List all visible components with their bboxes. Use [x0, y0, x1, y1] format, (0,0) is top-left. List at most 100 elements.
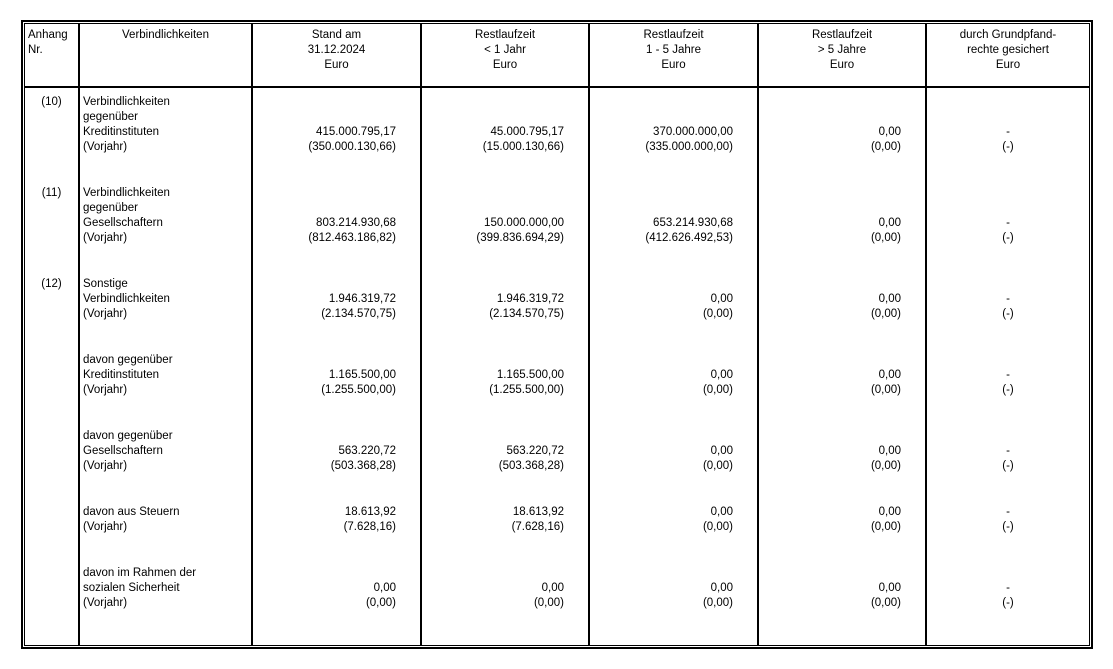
header-line: 31.12.2024 [307, 44, 366, 56]
spacer-cell [588, 611, 758, 645]
cell-stand [251, 110, 421, 125]
cell-gt5: 0,00 [757, 444, 926, 459]
cell-y1to5: (335.000.000,00) [588, 140, 758, 155]
cell-y1to5 [588, 201, 758, 216]
table-row: gegenüber [25, 201, 1089, 216]
cell-secured [925, 95, 1089, 110]
spacer-cell [78, 155, 252, 186]
header-line: Verbindlichkeiten [122, 29, 209, 41]
cell-secured: - [925, 505, 1089, 520]
cell-stand: (2.134.570,75) [251, 307, 421, 322]
table-row: Kreditinstituten 1.165.500,00 1.165.500,00… [25, 368, 1089, 383]
cell-lt1 [420, 277, 589, 292]
cell-anhang [25, 368, 79, 383]
spacer-cell [925, 246, 1089, 277]
cell-gt5 [757, 353, 926, 368]
spacer-cell [588, 87, 758, 95]
spacer-cell [25, 246, 79, 277]
cell-lt1: (503.368,28) [420, 459, 589, 474]
table-row: Kreditinstituten 415.000.795,17 45.000.795… [25, 125, 1089, 140]
cell-anhang: (10) [41, 96, 62, 108]
cell-stand: 415.000.795,17 [251, 125, 421, 140]
cell-lt1: 1.165.500,00 [420, 368, 589, 383]
cell-lt1: 563.220,72 [420, 444, 589, 459]
spacer-row [25, 611, 1089, 645]
cell-anhang [25, 566, 79, 581]
cell-gt5: 0,00 [757, 125, 926, 140]
spacer-cell [420, 246, 589, 277]
cell-gt5 [757, 277, 926, 292]
cell-lt1 [420, 95, 589, 110]
cell-y1to5: 0,00 [588, 581, 758, 596]
cell-y1to5 [588, 429, 758, 444]
liabilities-table: Anhang Nr. Verbindlichkeiten Stand am 31… [25, 24, 1089, 645]
spacer-cell [25, 611, 79, 645]
cell-label: Sonstige [78, 277, 252, 292]
cell-anhang [25, 429, 79, 444]
cell-lt1 [420, 566, 589, 581]
cell-label: sozialen Sicherheit [78, 581, 252, 596]
spacer-cell [25, 474, 79, 505]
table-row: (Vorjahr) (1.255.500,00) (1.255.500,00) (0,… [25, 383, 1089, 398]
spacer-row [25, 322, 1089, 353]
spacer-cell [420, 155, 589, 186]
spacer-cell [588, 398, 758, 429]
cell-gt5: 0,00 [757, 292, 926, 307]
table-row: (10) Verbindlichkeiten [25, 95, 1089, 110]
cell-lt1: 150.000.000,00 [420, 216, 589, 231]
spacer-cell [757, 246, 926, 277]
cell-label: Verbindlichkeiten [78, 95, 252, 110]
cell-gt5: 0,00 [757, 505, 926, 520]
spacer-cell [251, 322, 421, 353]
cell-stand: 1.946.319,72 [251, 292, 421, 307]
cell-label: (Vorjahr) [78, 140, 252, 155]
table-row: davon gegenüber [25, 353, 1089, 368]
header-line: Euro [492, 59, 518, 71]
header-line: Nr. [28, 44, 43, 56]
header-anhang-nr: Anhang Nr. [25, 24, 79, 88]
cell-secured: (-) [925, 231, 1089, 246]
cell-gt5: (0,00) [757, 383, 926, 398]
spacer-cell [25, 155, 79, 186]
spacer-cell [588, 474, 758, 505]
cell-y1to5: (0,00) [588, 307, 758, 322]
header-line: Euro [661, 59, 686, 71]
cell-stand: (0,00) [251, 596, 421, 611]
cell-gt5: (0,00) [757, 231, 926, 246]
cell-stand: (350.000.130,66) [251, 140, 421, 155]
cell-secured [925, 566, 1089, 581]
cell-label: Gesellschaftern [78, 216, 252, 231]
spacer-cell [925, 611, 1089, 645]
spacer-cell [420, 535, 589, 566]
cell-label: Gesellschaftern [78, 444, 252, 459]
spacer-cell [251, 398, 421, 429]
cell-label: (Vorjahr) [78, 596, 252, 611]
spacer-cell [78, 398, 252, 429]
spacer-row [25, 246, 1089, 277]
cell-y1to5 [588, 566, 758, 581]
header-line: Euro [829, 59, 855, 71]
table-row: sozialen Sicherheit 0,00 0,00 0,00 0,00- [25, 581, 1089, 596]
header-line: durch Grundpfand- [959, 29, 1057, 41]
spacer-cell [420, 474, 589, 505]
spacer-cell [420, 322, 589, 353]
cell-label: Kreditinstituten [78, 368, 252, 383]
cell-anhang [25, 231, 79, 246]
cell-anhang [25, 520, 79, 535]
cell-label: davon aus Steuern [78, 505, 252, 520]
cell-gt5 [757, 95, 926, 110]
cell-secured: - [925, 216, 1089, 231]
cell-gt5: 0,00 [757, 216, 926, 231]
cell-stand [251, 429, 421, 444]
table-row: (11) Verbindlichkeiten [25, 186, 1089, 201]
cell-label: davon im Rahmen der [78, 566, 252, 581]
cell-lt1: 45.000.795,17 [420, 125, 589, 140]
cell-secured: - [925, 581, 1089, 596]
cell-gt5: 0,00 [757, 368, 926, 383]
spacer-cell [588, 246, 758, 277]
cell-anhang [25, 307, 79, 322]
spacer-cell [25, 322, 79, 353]
cell-y1to5: (412.626.492,53) [588, 231, 758, 246]
spacer-row [25, 535, 1089, 566]
cell-lt1: 18.613,92 [420, 505, 589, 520]
